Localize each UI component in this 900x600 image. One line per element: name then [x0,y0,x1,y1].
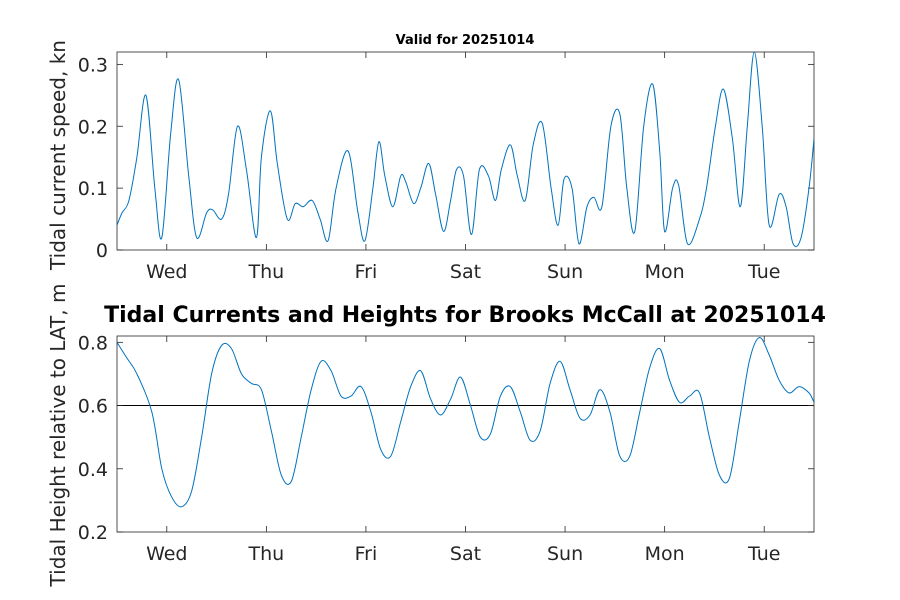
tidal-height-xtick-label: Wed [146,543,187,565]
current-speed-xtick-label: Thu [248,261,285,283]
current-speed-series-line [117,52,814,248]
tidal-height-axes-box [116,335,815,533]
tidal-height-series-line [117,337,814,508]
current-speed-xtick-label: Sat [450,261,481,283]
tidal-height-ylabel: Tidal Height relative to LAT, m [46,284,70,588]
tidal-height-title: Tidal Currents and Heights for Brooks Mc… [104,303,826,328]
current-speed-xtick-label: Sun [547,261,583,283]
tidal-height-xtick-label: Tue [747,543,780,565]
current-speed-xtick-label: Tue [747,261,780,283]
current-speed-ytick-label: 0.2 [78,116,108,138]
current-speed-xtick-label: Wed [146,261,187,283]
tidal-height-xtick-label: Fri [355,543,378,565]
tidal-height-xtick-label: Mon [645,543,685,565]
tidal-height-ytick-label: 0.8 [78,332,108,354]
current-speed-ylabel: Tidal current speed, kn [46,40,70,271]
tidal-height-ytick-label: 0.2 [78,522,108,544]
tidal-height-axes: Tidal Currents and Heights for Brooks Mc… [46,284,826,588]
tidal-height-xtick-label: Thu [248,543,285,565]
current-speed-ytick-label: 0 [96,240,108,262]
tidal-height-ytick-label: 0.4 [78,459,108,481]
current-speed-xtick-label: Mon [645,261,685,283]
current-speed-axes-box [116,51,815,251]
current-speed-xtick-label: Fri [355,261,378,283]
tidal-height-xtick-label: Sat [450,543,481,565]
current-speed-ytick-label: 0.3 [78,54,108,76]
current-speed-axes: Valid for 20251014 Tidal current speed, … [46,33,815,283]
tidal-height-xtick-label: Sun [547,543,583,565]
tidal-height-ytick-label: 0.6 [78,396,108,418]
current-speed-title: Valid for 20251014 [396,33,535,48]
current-speed-ytick-label: 0.1 [78,178,108,200]
